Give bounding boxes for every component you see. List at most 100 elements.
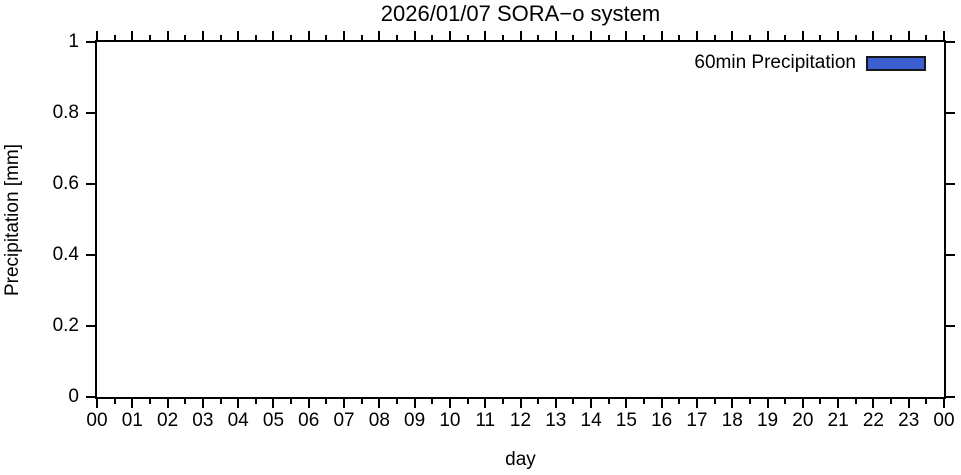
x-tick-label: 20: [792, 410, 814, 431]
x-tick-label: 05: [262, 410, 285, 431]
x-tick-label: 04: [227, 410, 249, 431]
x-minor-tick-top: [890, 35, 893, 42]
y-tick-label: 0.2: [52, 315, 79, 336]
x-major-tick-bottom: [731, 397, 734, 408]
x-minor-tick-top: [395, 35, 398, 42]
x-tick-label: 09: [404, 410, 426, 431]
x-minor-tick-top: [678, 35, 681, 42]
x-minor-tick-bottom: [643, 397, 646, 404]
x-major-tick-bottom: [131, 397, 134, 408]
x-major-tick-bottom: [766, 397, 769, 408]
x-major-tick-bottom: [695, 397, 698, 408]
x-minor-tick-top: [466, 35, 469, 42]
legend-swatch: [866, 55, 926, 71]
x-tick-label: 16: [651, 410, 673, 431]
x-tick-label: 14: [580, 410, 602, 431]
x-tick-label: 18: [721, 410, 743, 431]
x-major-tick-top: [448, 31, 451, 42]
x-major-tick-bottom: [448, 397, 451, 408]
x-major-tick-top: [625, 31, 628, 42]
y-major-tick-left: [86, 183, 97, 185]
x-major-tick-top: [484, 31, 487, 42]
x-minor-tick-bottom: [148, 397, 151, 404]
x-minor-tick-top: [643, 35, 646, 42]
x-major-tick-top: [731, 31, 734, 42]
x-tick-label: 03: [192, 410, 214, 431]
x-minor-tick-top: [113, 35, 116, 42]
y-tick-label: 0.8: [52, 102, 79, 123]
y-major-tick-right: [944, 112, 955, 114]
x-tick-label: 13: [545, 410, 567, 431]
x-minor-tick-bottom: [890, 397, 893, 404]
y-tick-label: 0.6: [52, 173, 79, 194]
x-major-tick-bottom: [943, 397, 945, 408]
x-tick-label: 19: [756, 410, 779, 431]
y-major-tick-right: [944, 254, 955, 256]
x-major-tick-top: [554, 31, 557, 42]
plot-area: 60min Precipitation 00 01 02 03 04 05 06 07 08 09…: [53, 31, 955, 431]
x-minor-tick-top: [148, 35, 151, 42]
x-minor-tick-top: [290, 35, 293, 42]
x-tick-label: 10: [439, 410, 461, 431]
x-major-tick-top: [943, 31, 945, 42]
x-minor-tick-bottom: [819, 397, 822, 404]
x-minor-tick-top: [925, 35, 928, 42]
x-tick-label: 00: [933, 410, 955, 431]
x-major-tick-top: [907, 31, 910, 42]
y-tick-label: 1: [68, 31, 79, 52]
y-major-tick-left: [86, 41, 97, 43]
x-major-tick-bottom: [201, 397, 204, 408]
x-major-tick-top: [378, 31, 381, 42]
x-major-tick-bottom: [166, 397, 169, 408]
x-tick-label: 11: [475, 410, 496, 431]
x-axis-title: day: [505, 449, 536, 470]
x-major-tick-top: [766, 31, 769, 42]
x-tick-label: 06: [298, 410, 320, 431]
x-major-tick-top: [237, 31, 240, 42]
x-minor-tick-bottom: [219, 397, 222, 404]
x-minor-tick-bottom: [501, 397, 504, 404]
x-major-tick-top: [272, 31, 275, 42]
x-minor-tick-bottom: [113, 397, 116, 404]
x-major-tick-bottom: [237, 397, 240, 408]
x-major-tick-top: [166, 31, 169, 42]
x-major-tick-top: [413, 31, 416, 42]
x-major-tick-bottom: [413, 397, 416, 408]
x-major-tick-bottom: [625, 397, 628, 408]
x-minor-tick-bottom: [360, 397, 363, 404]
x-minor-tick-top: [819, 35, 822, 42]
legend: 60min Precipitation: [694, 52, 926, 74]
x-minor-tick-bottom: [431, 397, 434, 404]
x-minor-tick-bottom: [290, 397, 293, 404]
y-major-tick-right: [944, 325, 955, 327]
x-minor-tick-bottom: [466, 397, 469, 404]
x-minor-tick-bottom: [713, 397, 716, 404]
x-major-tick-bottom: [307, 397, 310, 408]
x-minor-tick-bottom: [395, 397, 398, 404]
x-major-tick-top: [872, 31, 875, 42]
x-minor-tick-top: [254, 35, 257, 42]
y-axis-title: Precipitation [mm]: [2, 143, 23, 297]
x-minor-tick-bottom: [607, 397, 610, 404]
x-minor-tick-top: [713, 35, 716, 42]
x-minor-tick-top: [360, 35, 363, 42]
x-minor-tick-top: [325, 35, 328, 42]
x-minor-tick-top: [501, 35, 504, 42]
y-major-tick-right: [944, 41, 955, 43]
x-minor-tick-top: [184, 35, 187, 42]
x-tick-label: 21: [827, 410, 849, 431]
x-minor-tick-bottom: [925, 397, 928, 404]
y-tick-label: 0.4: [52, 244, 79, 265]
x-major-tick-bottom: [343, 397, 346, 408]
x-minor-tick-bottom: [784, 397, 787, 404]
x-minor-tick-top: [431, 35, 434, 42]
x-major-tick-bottom: [872, 397, 875, 408]
x-tick-label: 00: [86, 410, 108, 431]
x-tick-label: 01: [121, 410, 143, 431]
x-major-tick-bottom: [837, 397, 840, 408]
x-tick-label: 15: [615, 410, 637, 431]
x-major-tick-bottom: [272, 397, 275, 408]
x-major-tick-top: [660, 31, 663, 42]
x-major-tick-bottom: [378, 397, 381, 408]
x-major-tick-bottom: [519, 397, 522, 408]
